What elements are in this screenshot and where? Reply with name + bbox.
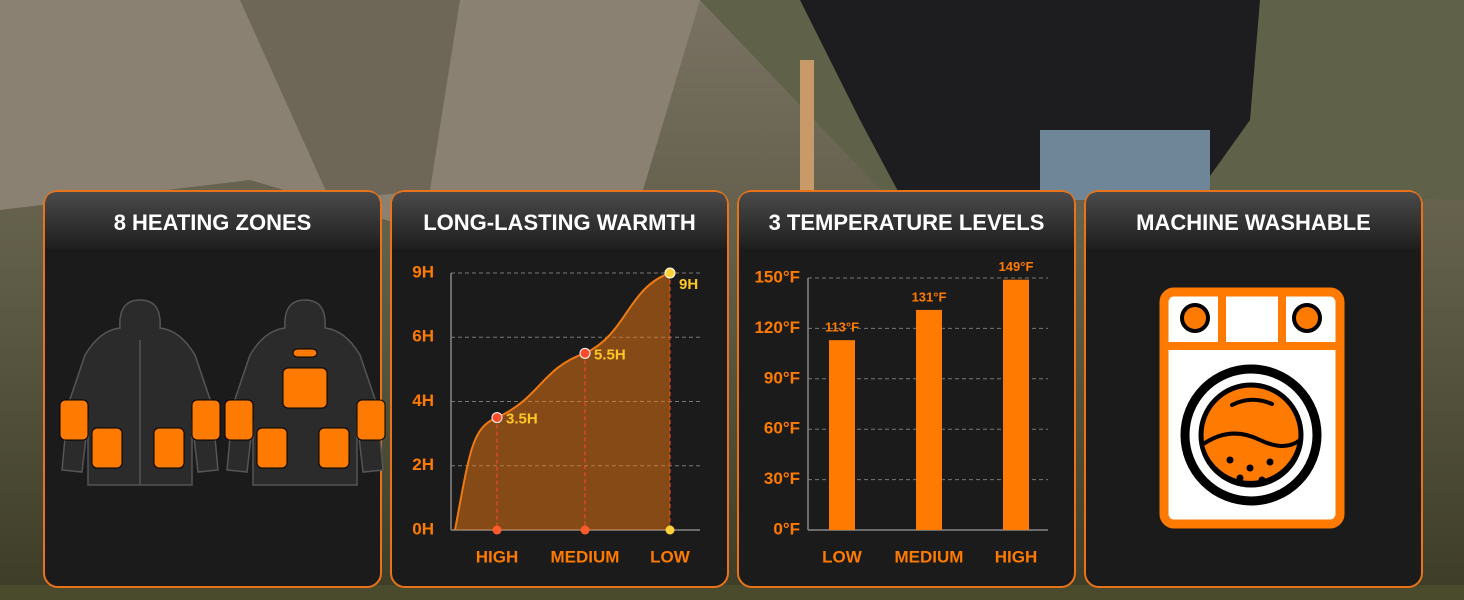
bar (829, 340, 855, 530)
x-tick-label: LOW (650, 547, 691, 566)
panel-header (45, 192, 380, 249)
y-tick-label: 0°F (773, 519, 800, 538)
heating-pad (224, 399, 254, 441)
bubble (1226, 456, 1234, 464)
y-tick-label: 60°F (764, 419, 800, 438)
jacket-front (59, 299, 221, 486)
x-tick-label: MEDIUM (551, 547, 620, 566)
x-tick-label: HIGH (995, 547, 1038, 566)
panel-title: MACHINE WASHABLE (1136, 210, 1371, 235)
bubble (1258, 476, 1266, 484)
heating-pad (318, 427, 350, 469)
y-tick-label: 9H (412, 262, 434, 281)
panel-title: 3 TEMPERATURE LEVELS (769, 210, 1045, 235)
heating-pad (153, 427, 185, 469)
y-tick-label: 120°F (754, 318, 800, 337)
bar (916, 309, 942, 530)
heating-pad (59, 399, 89, 441)
value-label: 131°F (912, 289, 947, 304)
point (579, 347, 591, 359)
value-label: 5.5H (594, 346, 626, 363)
panel-header (1086, 192, 1421, 249)
point (491, 412, 503, 424)
panel (43, 190, 382, 588)
panel-title: 8 HEATING ZONES (114, 210, 312, 235)
bar (1003, 279, 1029, 530)
panels: 8 HEATING ZONES LONG-LASTING WARMTH 3 TEMP… (43, 190, 1423, 588)
y-tick-label: 30°F (764, 469, 800, 488)
axis-dot (492, 525, 502, 535)
knob (1180, 303, 1210, 333)
axis-dot (665, 525, 675, 535)
y-tick-label: 150°F (754, 267, 800, 286)
y-tick-label: 0H (412, 519, 434, 538)
jacket-back (224, 299, 386, 486)
y-tick-label: 90°F (764, 368, 800, 387)
bubble (1246, 464, 1254, 472)
x-tick-label: HIGH (476, 547, 519, 566)
knob (1292, 303, 1322, 333)
heating-pad (91, 427, 123, 469)
value-label: 3.5H (506, 411, 538, 428)
heating-pad (282, 367, 328, 409)
x-tick-label: LOW (822, 547, 863, 566)
y-tick-label: 6H (412, 327, 434, 346)
bubble (1236, 474, 1244, 482)
bubble (1266, 458, 1274, 466)
value-label: 113°F (825, 320, 859, 335)
value-label: 9H (679, 276, 698, 293)
heating-pad (191, 399, 221, 441)
x-tick-label: MEDIUM (895, 547, 964, 566)
heating-pad (356, 399, 386, 441)
y-tick-label: 4H (412, 391, 434, 410)
shine (1230, 397, 1274, 407)
water (1199, 431, 1303, 485)
y-tick-label: 2H (412, 455, 434, 474)
area-line (454, 272, 671, 531)
panel-header (392, 192, 727, 249)
value-label: 149°F (999, 259, 1034, 274)
axis-dot (580, 525, 590, 535)
heating-pad (256, 427, 288, 469)
panel (737, 190, 1076, 588)
point (664, 267, 676, 279)
panel-title: LONG-LASTING WARMTH (423, 210, 696, 235)
heating-pad (292, 348, 318, 358)
panel-header (739, 192, 1074, 249)
area (455, 273, 670, 530)
